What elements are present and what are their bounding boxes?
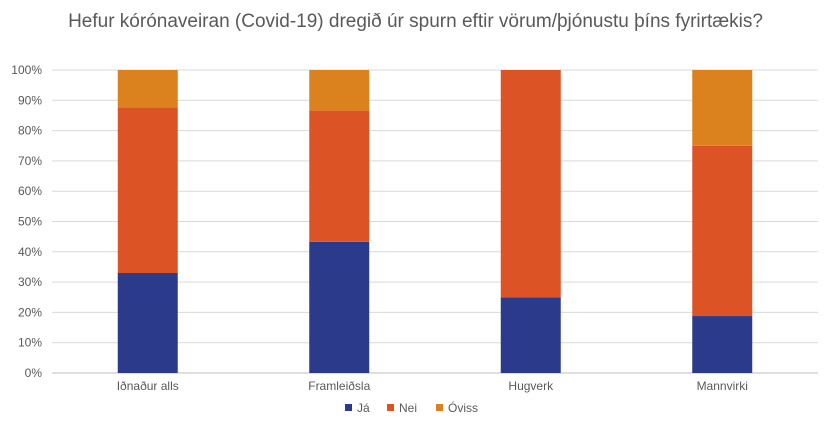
- y-tick-label: 60%: [18, 184, 42, 198]
- y-tick-label: 90%: [18, 93, 42, 107]
- bar-segment-já: [117, 273, 178, 373]
- bar-segment-já: [500, 297, 561, 373]
- legend-label: Óviss: [448, 400, 478, 415]
- y-tick-label: 30%: [18, 275, 42, 289]
- y-tick-label: 20%: [18, 305, 42, 319]
- bar-segment-óviss: [692, 70, 753, 146]
- bar-segment-óviss: [117, 70, 178, 108]
- x-tick-label: Mannvirki: [697, 379, 748, 393]
- bar-segment-já: [692, 316, 753, 373]
- bar-segment-nei: [309, 110, 370, 242]
- legend-swatch: [387, 404, 394, 411]
- legend-swatch: [436, 404, 443, 411]
- y-tick-label: 10%: [18, 336, 42, 350]
- y-tick-label: 50%: [18, 215, 42, 229]
- bar-segment-óviss: [309, 70, 370, 111]
- y-tick-label: 100%: [11, 63, 42, 77]
- bar-segment-nei: [117, 107, 178, 274]
- chart-title: Hefur kórónaveiran (Covid-19) dregið úr …: [68, 11, 763, 32]
- legend-label: Já: [357, 401, 370, 415]
- bar-segment-nei: [500, 70, 561, 298]
- x-tick-label: Iðnaður alls: [117, 379, 179, 393]
- x-tick-label: Framleiðsla: [308, 379, 370, 393]
- legend-swatch: [345, 404, 352, 411]
- x-tick-label: Hugverk: [508, 379, 554, 393]
- y-tick-label: 80%: [18, 124, 42, 138]
- y-tick-label: 70%: [18, 154, 42, 168]
- legend-label: Nei: [399, 401, 417, 415]
- y-tick-label: 0%: [25, 366, 43, 380]
- bar-segment-já: [309, 241, 370, 373]
- y-tick-label: 40%: [18, 245, 42, 259]
- bar-segment-nei: [692, 145, 753, 317]
